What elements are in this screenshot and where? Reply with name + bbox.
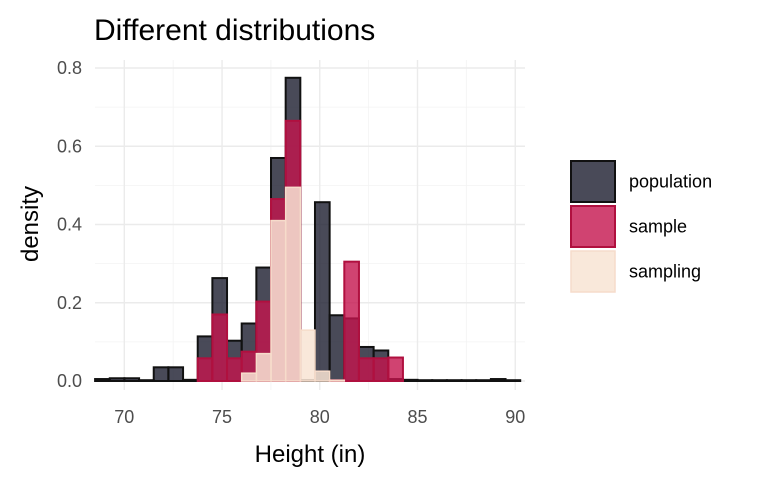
legend-label-population: population xyxy=(629,172,712,192)
sample-bar xyxy=(196,357,214,382)
sample-bar xyxy=(343,260,360,383)
legend-key-population xyxy=(570,160,616,203)
sampling-bar xyxy=(328,379,346,382)
legend-key-sampling xyxy=(570,250,616,293)
x-tick-label: 80 xyxy=(310,407,330,427)
grid xyxy=(95,60,525,390)
y-axis-ticks: 0.0 0.2 0.4 0.6 0.8 xyxy=(57,58,82,391)
legend: population sample sampling xyxy=(570,160,712,293)
legend-label-sample: sample xyxy=(629,217,687,237)
sample-bar xyxy=(387,356,404,382)
y-tick-label: 0.6 xyxy=(57,136,82,156)
chart-title: Different distributions xyxy=(94,14,375,47)
sampling-bar xyxy=(299,329,316,382)
population-bar xyxy=(182,378,199,383)
population-bar xyxy=(460,379,478,383)
population-bar xyxy=(328,314,346,382)
y-tick-label: 0.8 xyxy=(57,58,82,78)
x-axis-ticks: 70 75 80 85 90 xyxy=(114,407,525,427)
sampling-bar xyxy=(255,352,272,382)
sample-bar xyxy=(357,357,375,382)
x-tick-label: 90 xyxy=(505,407,525,427)
y-axis-title: density xyxy=(17,186,44,262)
sampling-bars xyxy=(240,186,346,382)
legend-key-sample xyxy=(570,205,616,248)
population-bar xyxy=(138,379,155,383)
sampling-bar xyxy=(240,372,258,382)
population-bar xyxy=(416,379,434,383)
y-tick-label: 0.0 xyxy=(57,371,82,391)
sampling-bar xyxy=(270,219,287,382)
x-tick-label: 75 xyxy=(212,407,232,427)
population-bar xyxy=(123,377,141,383)
population-bar xyxy=(152,366,170,382)
sampling-bar xyxy=(284,186,302,382)
population-bar xyxy=(313,201,331,382)
y-tick-label: 0.2 xyxy=(57,293,82,313)
legend-label-sampling: sampling xyxy=(629,262,701,282)
sample-bar xyxy=(226,357,243,382)
population-bar xyxy=(475,379,492,383)
population-bar xyxy=(445,379,463,383)
x-tick-label: 70 xyxy=(114,407,134,427)
x-axis-title: Height (in) xyxy=(255,441,366,468)
x-tick-label: 85 xyxy=(407,407,427,427)
population-bar xyxy=(489,378,507,383)
population-bar xyxy=(94,378,111,383)
sample-bar xyxy=(211,313,229,382)
population-bar xyxy=(401,378,419,383)
population-bar xyxy=(108,377,126,383)
population-bar xyxy=(504,379,522,383)
y-tick-label: 0.4 xyxy=(57,215,82,235)
sampling-bar xyxy=(314,370,331,382)
sample-bar xyxy=(372,357,390,382)
population-bar xyxy=(431,379,448,383)
population-bar xyxy=(167,366,185,382)
